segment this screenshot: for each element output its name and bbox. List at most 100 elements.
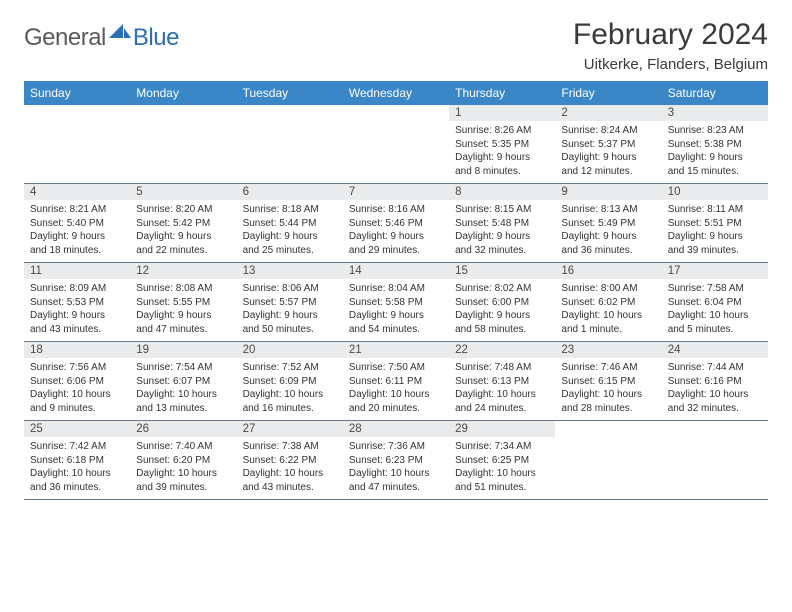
calendar-week-row: 11Sunrise: 8:09 AMSunset: 5:53 PMDayligh… [24,263,768,342]
daylight-line: Daylight: 10 hours and 1 minute. [561,309,655,336]
daylight-line: Daylight: 10 hours and 13 minutes. [136,388,230,415]
calendar-week-row: 4Sunrise: 8:21 AMSunset: 5:40 PMDaylight… [24,184,768,263]
daylight-line: Daylight: 9 hours and 54 minutes. [349,309,443,336]
day-number: 29 [449,421,555,437]
sunrise-line: Sunrise: 8:21 AM [30,203,124,217]
calendar-empty-cell [237,105,343,184]
calendar-day-cell: 20Sunrise: 7:52 AMSunset: 6:09 PMDayligh… [237,342,343,421]
day-details: Sunrise: 8:18 AMSunset: 5:44 PMDaylight:… [237,200,343,262]
day-details: Sunrise: 8:15 AMSunset: 5:48 PMDaylight:… [449,200,555,262]
sunrise-line: Sunrise: 7:52 AM [243,361,337,375]
sunrise-line: Sunrise: 7:42 AM [30,440,124,454]
sunrise-line: Sunrise: 8:15 AM [455,203,549,217]
sunset-line: Sunset: 6:02 PM [561,296,655,310]
sunset-line: Sunset: 5:55 PM [136,296,230,310]
sunrise-line: Sunrise: 8:20 AM [136,203,230,217]
sunset-line: Sunset: 5:57 PM [243,296,337,310]
weekday-header: Friday [555,81,661,105]
daylight-line: Daylight: 10 hours and 32 minutes. [668,388,762,415]
sunset-line: Sunset: 6:06 PM [30,375,124,389]
day-details: Sunrise: 7:44 AMSunset: 6:16 PMDaylight:… [662,358,768,420]
sunrise-line: Sunrise: 7:58 AM [668,282,762,296]
sunset-line: Sunset: 5:58 PM [349,296,443,310]
day-details: Sunrise: 8:24 AMSunset: 5:37 PMDaylight:… [555,121,661,183]
daylight-line: Daylight: 10 hours and 39 minutes. [136,467,230,494]
day-details: Sunrise: 7:58 AMSunset: 6:04 PMDaylight:… [662,279,768,341]
day-number: 12 [130,263,236,279]
calendar-day-cell: 13Sunrise: 8:06 AMSunset: 5:57 PMDayligh… [237,263,343,342]
calendar-day-cell: 3Sunrise: 8:23 AMSunset: 5:38 PMDaylight… [662,105,768,184]
day-details: Sunrise: 7:50 AMSunset: 6:11 PMDaylight:… [343,358,449,420]
day-number: 16 [555,263,661,279]
sunset-line: Sunset: 5:51 PM [668,217,762,231]
calendar-day-cell: 15Sunrise: 8:02 AMSunset: 6:00 PMDayligh… [449,263,555,342]
calendar-day-cell: 17Sunrise: 7:58 AMSunset: 6:04 PMDayligh… [662,263,768,342]
day-details: Sunrise: 8:11 AMSunset: 5:51 PMDaylight:… [662,200,768,262]
day-number: 13 [237,263,343,279]
sunset-line: Sunset: 6:04 PM [668,296,762,310]
day-details: Sunrise: 8:23 AMSunset: 5:38 PMDaylight:… [662,121,768,183]
sunset-line: Sunset: 5:46 PM [349,217,443,231]
day-number: 2 [555,105,661,121]
calendar-week-row: 18Sunrise: 7:56 AMSunset: 6:06 PMDayligh… [24,342,768,421]
daylight-line: Daylight: 10 hours and 51 minutes. [455,467,549,494]
sunset-line: Sunset: 5:35 PM [455,138,549,152]
day-number: 7 [343,184,449,200]
day-number: 25 [24,421,130,437]
weekday-header: Monday [130,81,236,105]
daylight-line: Daylight: 9 hours and 12 minutes. [561,151,655,178]
calendar-body: 1 Sunrise: 8:26 AMSunset: 5:35 PM Daylight… [24,105,768,500]
sunset-line: Sunset: 6:16 PM [668,375,762,389]
calendar-week-row: 25Sunrise: 7:42 AMSunset: 6:18 PMDayligh… [24,421,768,500]
daylight-line: Daylight: 10 hours and 16 minutes. [243,388,337,415]
sunrise-line: Sunrise: 7:48 AM [455,361,549,375]
day-details: Sunrise: 7:54 AMSunset: 6:07 PMDaylight:… [130,358,236,420]
sunrise-line: Sunrise: 7:46 AM [561,361,655,375]
calendar-empty-cell [24,105,130,184]
brand-triangle-icon [109,24,131,42]
sunset-line: Sunset: 5:48 PM [455,217,549,231]
day-number: 6 [237,184,343,200]
day-number: 24 [662,342,768,358]
calendar-day-cell: 19Sunrise: 7:54 AMSunset: 6:07 PMDayligh… [130,342,236,421]
day-details: Sunrise: 7:42 AMSunset: 6:18 PMDaylight:… [24,437,130,499]
sunset-line: Sunset: 6:22 PM [243,454,337,468]
day-details: Sunrise: 8:16 AMSunset: 5:46 PMDaylight:… [343,200,449,262]
day-number: 11 [24,263,130,279]
sunset-line: Sunset: 6:23 PM [349,454,443,468]
location-subtitle: Uitkerke, Flanders, Belgium [573,56,768,73]
sunset-line: Sunset: 5:53 PM [30,296,124,310]
day-details: Sunrise: 8:02 AMSunset: 6:00 PMDaylight:… [449,279,555,341]
sunrise-line: Sunrise: 7:38 AM [243,440,337,454]
day-details: Sunrise: 7:56 AMSunset: 6:06 PMDaylight:… [24,358,130,420]
calendar-day-cell: 5Sunrise: 8:20 AMSunset: 5:42 PMDaylight… [130,184,236,263]
day-details: Sunrise: 7:34 AMSunset: 6:25 PMDaylight:… [449,437,555,499]
day-number: 28 [343,421,449,437]
day-details: Sunrise: 8:20 AMSunset: 5:42 PMDaylight:… [130,200,236,262]
day-number: 26 [130,421,236,437]
calendar-empty-cell [662,421,768,500]
sunset-line: Sunset: 6:07 PM [136,375,230,389]
day-number: 4 [24,184,130,200]
sunset-line: Sunset: 6:15 PM [561,375,655,389]
calendar-day-cell: 22Sunrise: 7:48 AMSunset: 6:13 PMDayligh… [449,342,555,421]
sunrise-line: Sunrise: 8:13 AM [561,203,655,217]
calendar-page: General Blue February 2024 Uitkerke, Fla… [0,0,792,518]
sunrise-line: Sunrise: 8:06 AM [243,282,337,296]
calendar-day-cell: 12Sunrise: 8:08 AMSunset: 5:55 PMDayligh… [130,263,236,342]
daylight-line: Daylight: 10 hours and 36 minutes. [30,467,124,494]
day-number: 3 [662,105,768,121]
day-number: 5 [130,184,236,200]
sunrise-line: Sunrise: 8:18 AM [243,203,337,217]
sunrise-line: Sunrise: 8:26 AM [455,124,549,138]
calendar-day-cell: 4Sunrise: 8:21 AMSunset: 5:40 PMDaylight… [24,184,130,263]
weekday-header: Tuesday [237,81,343,105]
sunset-line: Sunset: 6:25 PM [455,454,549,468]
daylight-line: Daylight: 9 hours and 36 minutes. [561,230,655,257]
calendar-header-row: SundayMondayTuesdayWednesdayThursdayFrid… [24,81,768,105]
sunrise-line: Sunrise: 8:08 AM [136,282,230,296]
day-number: 1 [449,105,555,121]
calendar-day-cell: 11Sunrise: 8:09 AMSunset: 5:53 PMDayligh… [24,263,130,342]
sunset-line: Sunset: 5:42 PM [136,217,230,231]
sunrise-line: Sunrise: 7:56 AM [30,361,124,375]
